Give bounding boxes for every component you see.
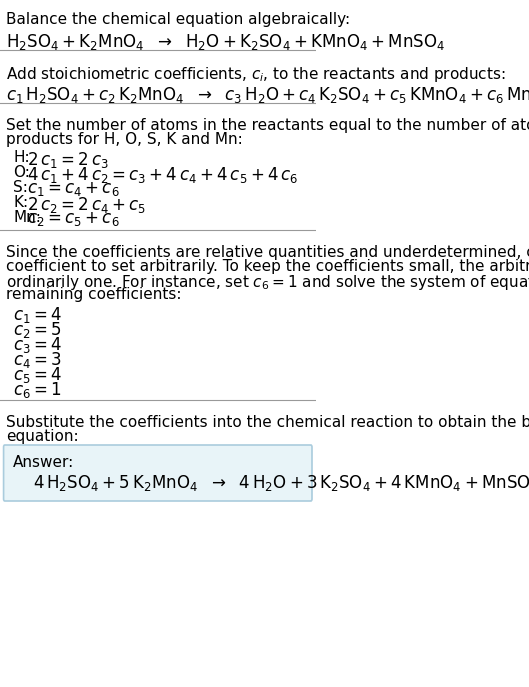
FancyBboxPatch shape [4,445,312,501]
Text: Set the number of atoms in the reactants equal to the number of atoms in the: Set the number of atoms in the reactants… [6,118,529,133]
Text: $c_1 = c_4 + c_6$: $c_1 = c_4 + c_6$ [27,180,120,198]
Text: Substitute the coefficients into the chemical reaction to obtain the balanced: Substitute the coefficients into the che… [6,415,529,430]
Text: remaining coefficients:: remaining coefficients: [6,287,181,302]
Text: products for H, O, S, K and Mn:: products for H, O, S, K and Mn: [6,132,243,147]
Text: Add stoichiometric coefficients, $c_i$, to the reactants and products:: Add stoichiometric coefficients, $c_i$, … [6,65,506,84]
Text: $c_5 = 4$: $c_5 = 4$ [13,365,62,385]
Text: Since the coefficients are relative quantities and underdetermined, choose a: Since the coefficients are relative quan… [6,245,529,260]
Text: $2\,c_2 = 2\,c_4 + c_5$: $2\,c_2 = 2\,c_4 + c_5$ [27,195,146,215]
Text: $c_4 = 3$: $c_4 = 3$ [13,350,62,370]
Text: $c_2 = 5$: $c_2 = 5$ [13,320,62,340]
Text: K:: K: [13,195,28,210]
Text: $c_2 = c_5 + c_6$: $c_2 = c_5 + c_6$ [27,210,120,228]
Text: Balance the chemical equation algebraically:: Balance the chemical equation algebraica… [6,12,350,27]
Text: coefficient to set arbitrarily. To keep the coefficients small, the arbitrary va: coefficient to set arbitrarily. To keep … [6,259,529,274]
Text: $4\,c_1 + 4\,c_2 = c_3 + 4\,c_4 + 4\,c_5 + 4\,c_6$: $4\,c_1 + 4\,c_2 = c_3 + 4\,c_4 + 4\,c_5… [27,165,298,185]
Text: S:: S: [13,180,28,195]
Text: $c_3 = 4$: $c_3 = 4$ [13,335,62,355]
Text: H:: H: [13,150,30,165]
Text: $c_6 = 1$: $c_6 = 1$ [13,380,62,400]
Text: $\mathregular{H_2SO_4 + K_2MnO_4}$  $\rightarrow$  $\mathregular{H_2O + K_2SO_4 : $\mathregular{H_2SO_4 + K_2MnO_4}$ $\rig… [6,32,445,52]
Text: O:: O: [13,165,30,180]
Text: $c_1 = 4$: $c_1 = 4$ [13,305,62,325]
Text: ordinarily one. For instance, set $c_6 = 1$ and solve the system of equations fo: ordinarily one. For instance, set $c_6 =… [6,273,529,292]
Text: $2\,c_1 = 2\,c_3$: $2\,c_1 = 2\,c_3$ [27,150,108,170]
Text: Mn:: Mn: [13,210,41,225]
Text: Answer:: Answer: [13,455,75,470]
Text: $c_1\, \mathregular{H_2SO_4} + c_2\, \mathregular{K_2MnO_4}$  $\rightarrow$  $c_: $c_1\, \mathregular{H_2SO_4} + c_2\, \ma… [6,85,529,105]
Text: equation:: equation: [6,429,79,444]
Text: $4\,\mathregular{H_2SO_4} + 5\,\mathregular{K_2MnO_4}$  $\rightarrow$  $4\,\math: $4\,\mathregular{H_2SO_4} + 5\,\mathregu… [33,473,529,493]
